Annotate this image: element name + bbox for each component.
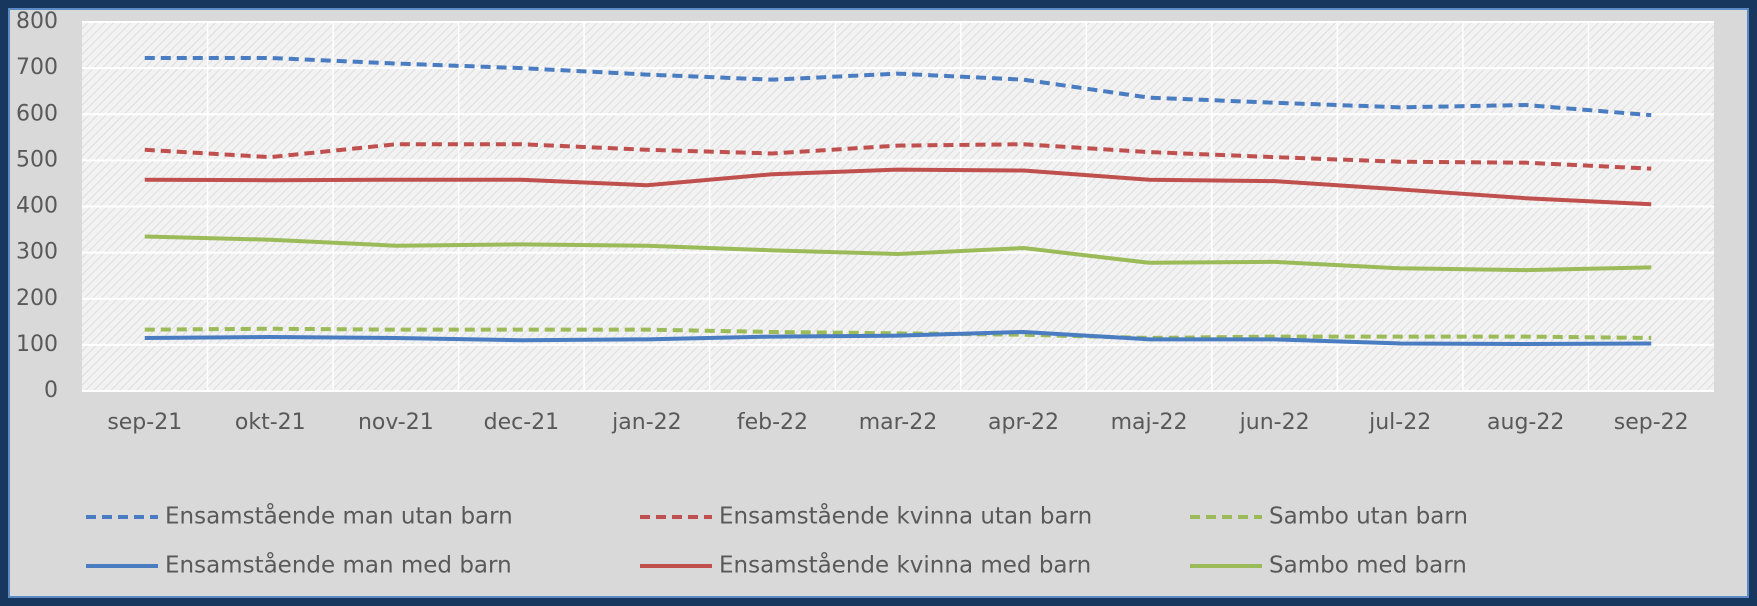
x-tick-label: dec-21 bbox=[484, 410, 560, 435]
legend-label: Sambo med barn bbox=[1269, 553, 1467, 579]
series-line bbox=[144, 142, 1652, 171]
legend-label: Ensamstående kvinna utan barn bbox=[719, 502, 1092, 530]
y-tick-label: 600 bbox=[16, 101, 58, 126]
y-tick-label: 0 bbox=[44, 378, 58, 403]
y-tick-label: 700 bbox=[16, 55, 58, 80]
x-tick-label: feb-22 bbox=[737, 410, 808, 435]
legend-label: Ensamstående man utan barn bbox=[165, 502, 513, 530]
x-tick-label: mar-22 bbox=[859, 410, 937, 435]
x-tick-label: apr-22 bbox=[988, 410, 1059, 435]
series-line bbox=[144, 326, 1652, 340]
y-tick-label: 200 bbox=[16, 286, 58, 311]
x-tick-label: jun-22 bbox=[1239, 410, 1310, 435]
legend-label: Sambo utan barn bbox=[1269, 504, 1468, 530]
y-tick-label: 300 bbox=[16, 240, 58, 265]
x-tick-label: nov-21 bbox=[358, 410, 434, 435]
legend-label: Ensamstående man med barn bbox=[165, 551, 512, 579]
series-line bbox=[144, 234, 1652, 273]
x-tick-label: maj-22 bbox=[1111, 410, 1188, 435]
y-tick-label: 400 bbox=[16, 194, 58, 219]
y-tick-label: 500 bbox=[16, 147, 58, 172]
x-tick-label: jul-22 bbox=[1368, 410, 1431, 435]
y-tick-label: 800 bbox=[16, 9, 58, 34]
y-tick-label: 100 bbox=[16, 332, 58, 357]
x-tick-label: sep-22 bbox=[1614, 410, 1689, 435]
x-tick-label: jan-22 bbox=[611, 410, 681, 435]
series-line bbox=[144, 329, 1652, 346]
series-line bbox=[144, 167, 1652, 207]
x-tick-label: aug-22 bbox=[1487, 410, 1564, 435]
x-tick-label: sep-21 bbox=[107, 410, 182, 435]
series-line bbox=[144, 55, 1652, 118]
legend-label: Ensamstående kvinna med barn bbox=[719, 551, 1091, 579]
x-tick-label: okt-21 bbox=[235, 410, 306, 435]
